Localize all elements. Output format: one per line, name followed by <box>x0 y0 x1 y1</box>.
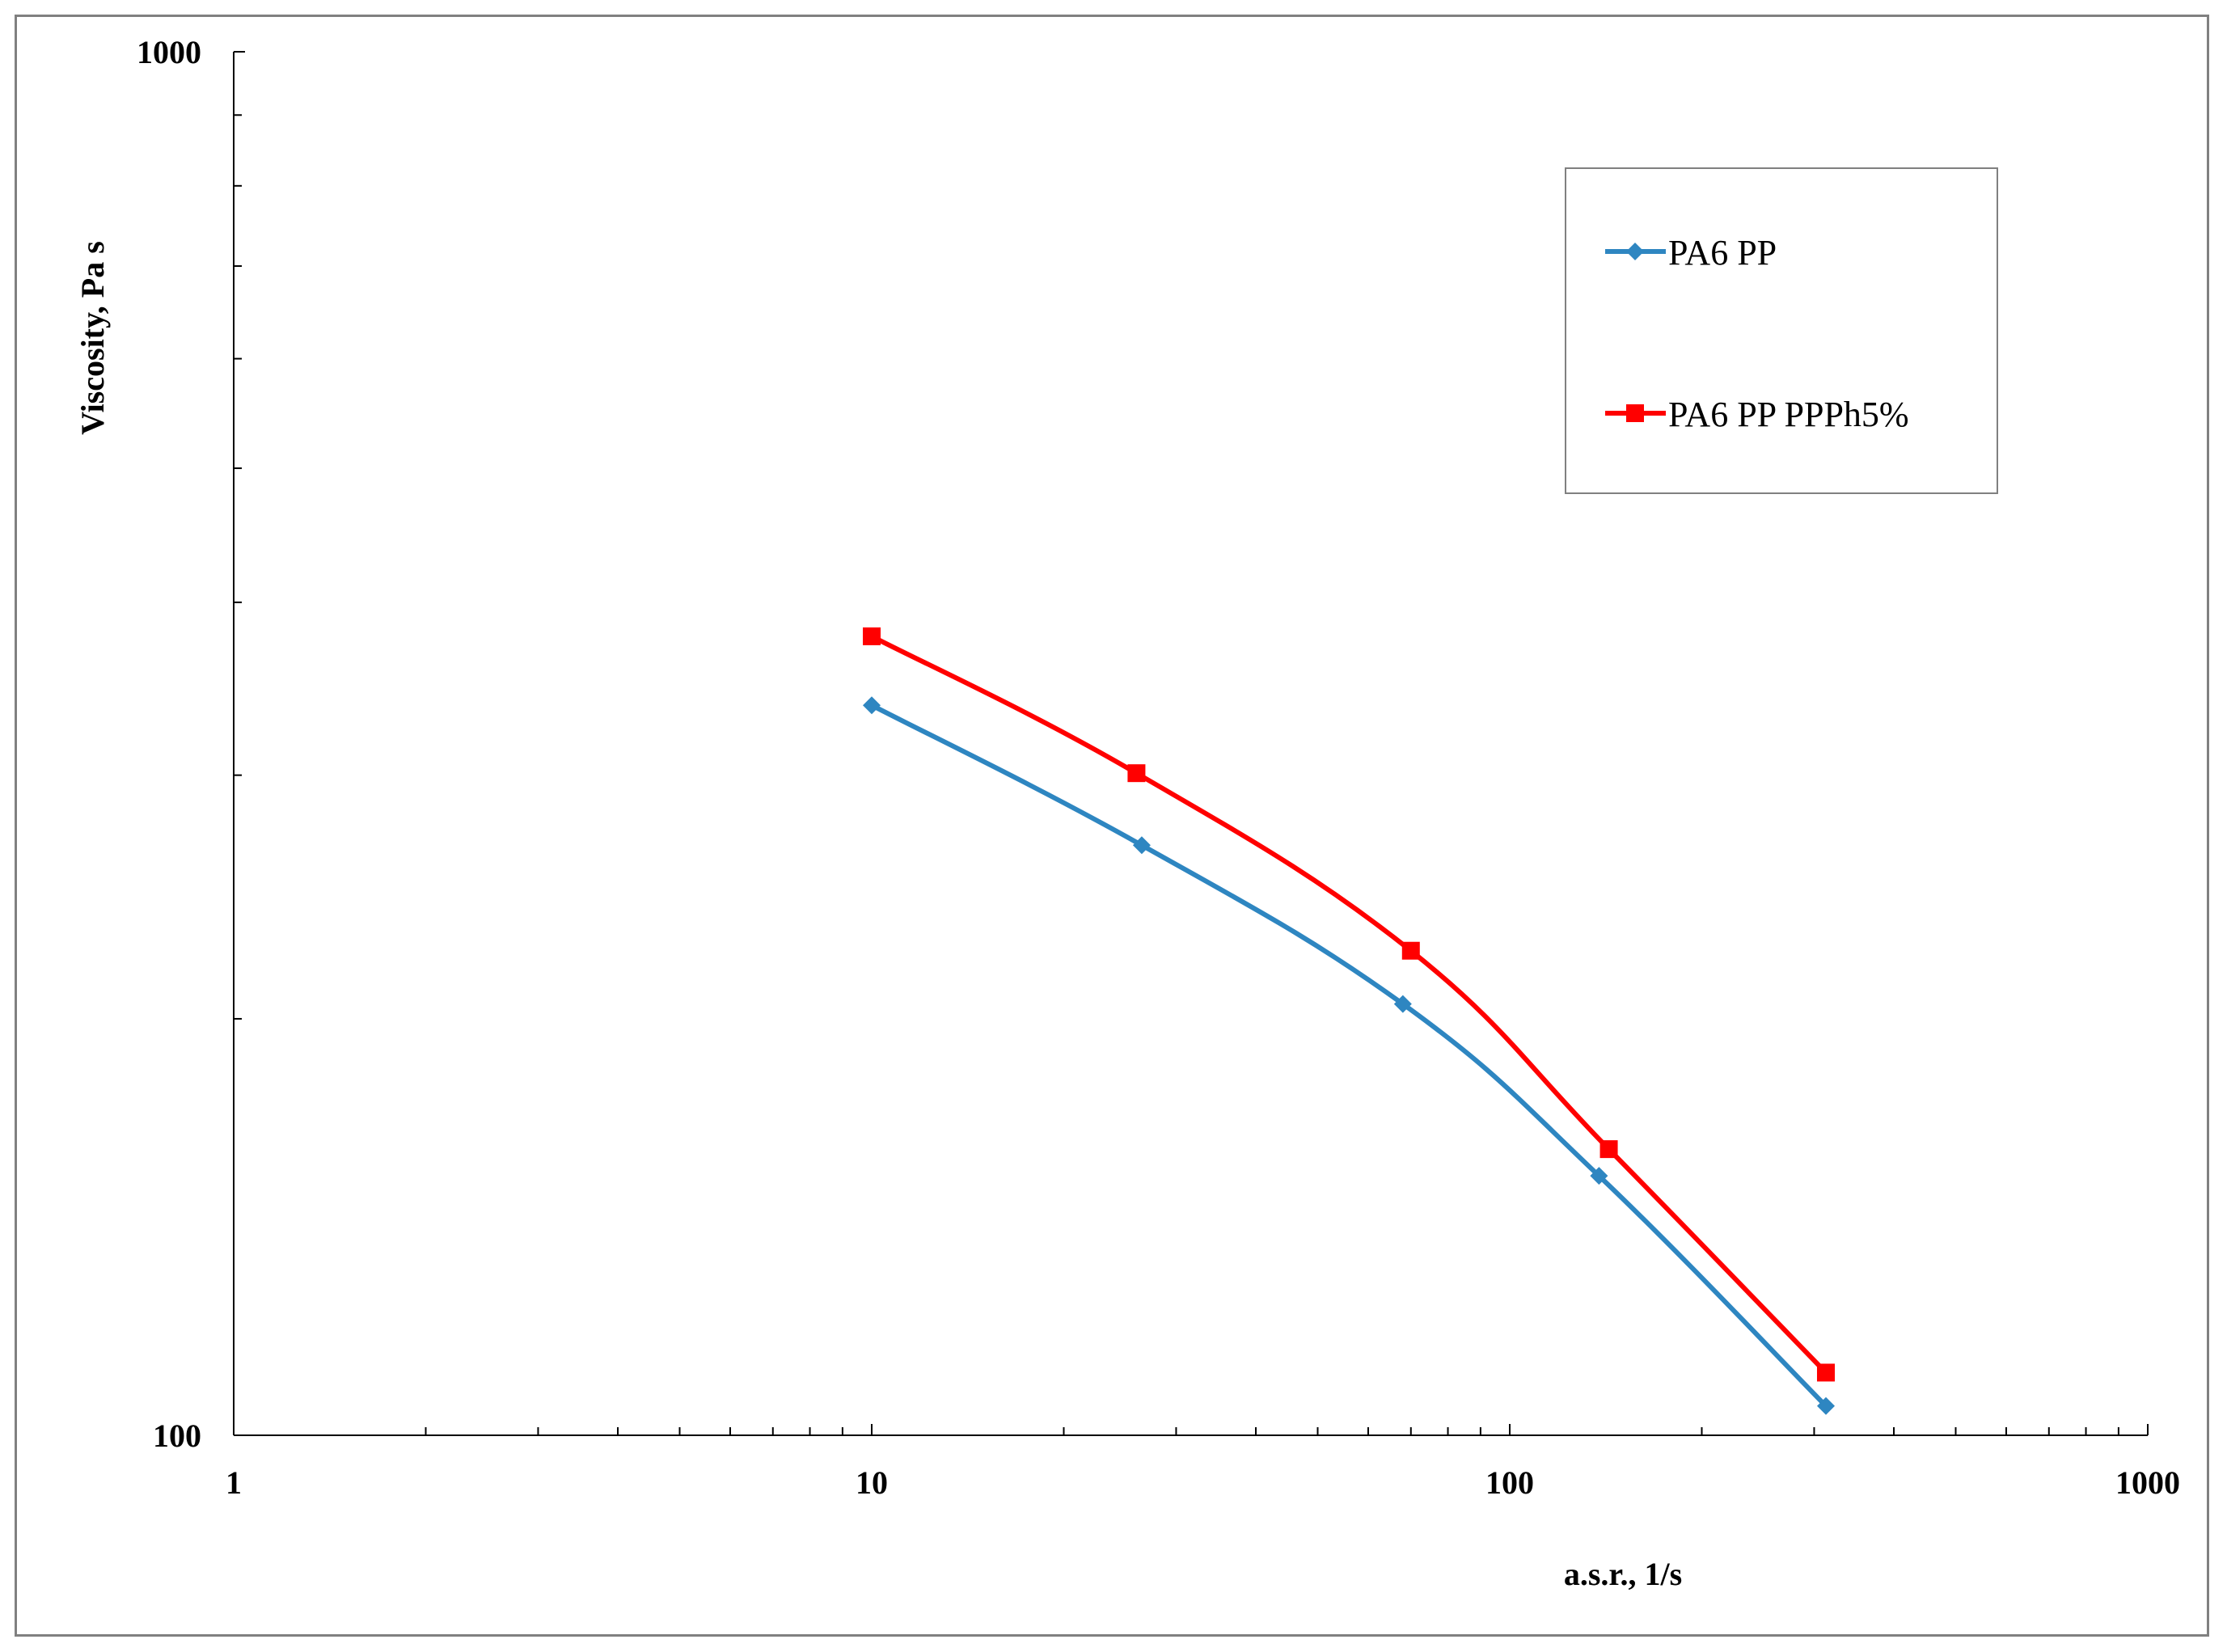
x-tick-label: 100 <box>1485 1464 1534 1501</box>
series-2 <box>863 627 1835 1382</box>
data-point <box>1401 941 1420 960</box>
series-1 <box>863 696 1835 1415</box>
data-point <box>1127 764 1146 783</box>
x-tick-label: 1 <box>226 1464 242 1501</box>
series-line <box>870 703 1828 1408</box>
data-point <box>863 627 881 645</box>
data-point <box>863 696 881 715</box>
series-layer <box>863 627 1835 1415</box>
legend-label: PA6 PP PPPh5% <box>1668 395 1909 434</box>
y-tick-label: 1000 <box>137 34 201 70</box>
x-axis-title: a.s.r., 1/s <box>1564 1556 1682 1592</box>
data-point <box>1590 1167 1608 1185</box>
data-point <box>1132 836 1151 855</box>
legend-marker <box>1626 243 1644 260</box>
legend: PA6 PP PA6 PP PPPh5% <box>1565 167 1998 494</box>
data-point <box>1393 995 1412 1013</box>
data-point <box>1599 1140 1618 1159</box>
legend-box <box>1565 167 1998 494</box>
legend-marker <box>1626 404 1644 422</box>
y-tick-label: 100 <box>153 1418 201 1454</box>
x-tick-label: 10 <box>856 1464 888 1501</box>
x-tick-label: 1000 <box>2115 1464 2180 1501</box>
data-point <box>1816 1396 1835 1415</box>
series-line <box>870 634 1828 1375</box>
legend-label: PA6 PP <box>1668 233 1777 273</box>
y-axis-title: Viscosity, Pa s <box>74 241 111 435</box>
data-point <box>1816 1363 1835 1382</box>
axes: 1 10 100 1000 100 1000 a.s.r., 1/s Viscosity, P… <box>74 34 2180 1592</box>
